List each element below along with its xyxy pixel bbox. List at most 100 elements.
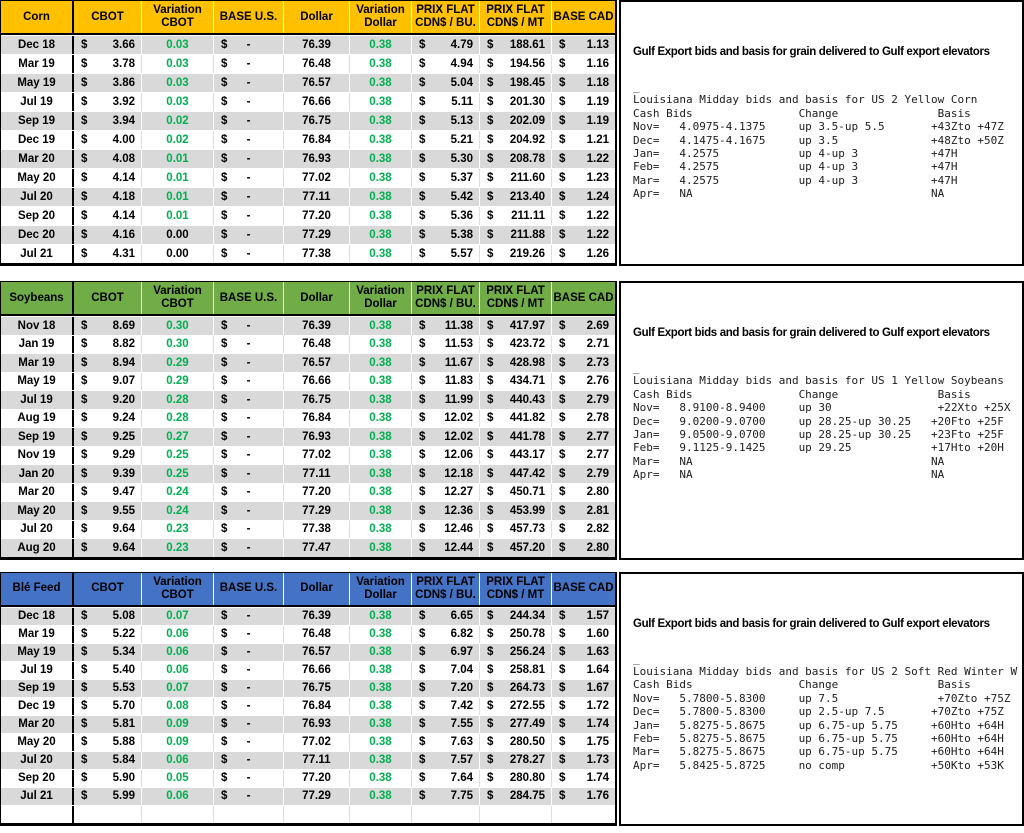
cell-base-cad[interactable]: $2.69 bbox=[551, 317, 615, 335]
cell-variation-cbot[interactable]: 0.09 bbox=[141, 715, 213, 733]
cell-cbot[interactable]: $4.00 bbox=[74, 131, 141, 149]
cell-prix-flat-mt[interactable]: $453.99 bbox=[479, 502, 551, 520]
cell-cbot[interactable]: $4.18 bbox=[74, 188, 141, 206]
cell-base-cad[interactable]: $1.75 bbox=[551, 733, 615, 751]
cell-variation-cbot[interactable]: 0.00 bbox=[141, 226, 213, 244]
header-variation-dollar[interactable]: Variation Dollar bbox=[349, 282, 411, 314]
cell-month[interactable]: Jul 21 bbox=[1, 245, 74, 263]
cell-prix-flat-bu[interactable]: $5.04 bbox=[411, 74, 479, 92]
cell-prix-flat-bu[interactable]: $6.97 bbox=[411, 643, 479, 661]
cell-base-cad[interactable]: $2.78 bbox=[551, 409, 615, 427]
cell-prix-flat-mt[interactable]: $417.97 bbox=[479, 317, 551, 335]
cell-prix-flat-bu[interactable]: $12.02 bbox=[411, 428, 479, 446]
header-commodity[interactable]: Corn bbox=[1, 1, 74, 33]
cell-dollar[interactable]: 76.75 bbox=[283, 112, 349, 130]
cell-variation-dollar[interactable]: 0.38 bbox=[349, 483, 411, 501]
cell-prix-flat-bu[interactable] bbox=[411, 805, 479, 823]
cell-prix-flat-mt[interactable]: $423.72 bbox=[479, 335, 551, 353]
cell-prix-flat-mt[interactable]: $457.73 bbox=[479, 520, 551, 538]
cell-base-cad[interactable]: $1.24 bbox=[551, 188, 615, 206]
cell-variation-dollar[interactable]: 0.38 bbox=[349, 428, 411, 446]
header-prix-flat-bu[interactable]: PRIX FLAT CDN$ / BU. bbox=[411, 282, 479, 314]
cell-base-us[interactable]: $ - bbox=[213, 335, 283, 353]
cell-cbot[interactable]: $5.99 bbox=[74, 788, 141, 805]
cell-dollar[interactable]: 76.66 bbox=[283, 372, 349, 390]
cell-cbot[interactable]: $3.86 bbox=[74, 74, 141, 92]
cell-base-us[interactable]: $ - bbox=[213, 150, 283, 168]
cell-base-us[interactable]: $ - bbox=[213, 539, 283, 557]
cell-variation-dollar[interactable] bbox=[349, 805, 411, 823]
cell-variation-cbot[interactable]: 0.01 bbox=[141, 207, 213, 225]
cell-variation-cbot[interactable]: 0.23 bbox=[141, 520, 213, 538]
cell-dollar[interactable]: 76.48 bbox=[283, 625, 349, 643]
cell-cbot[interactable]: $4.31 bbox=[74, 245, 141, 263]
cell-base-cad[interactable]: $2.81 bbox=[551, 502, 615, 520]
cell-month[interactable]: Sep 20 bbox=[1, 207, 74, 225]
cell-month[interactable]: Aug 20 bbox=[1, 539, 74, 557]
cell-variation-dollar[interactable]: 0.38 bbox=[349, 391, 411, 409]
cell-variation-cbot[interactable]: 0.03 bbox=[141, 74, 213, 92]
cell-variation-cbot[interactable]: 0.06 bbox=[141, 661, 213, 679]
cell-variation-cbot[interactable]: 0.29 bbox=[141, 354, 213, 372]
cell-variation-cbot[interactable] bbox=[141, 805, 213, 823]
cell-variation-dollar[interactable]: 0.38 bbox=[349, 226, 411, 244]
cell-prix-flat-bu[interactable]: $11.83 bbox=[411, 372, 479, 390]
cell-variation-dollar[interactable]: 0.38 bbox=[349, 733, 411, 751]
cell-month[interactable]: Jul 21 bbox=[1, 787, 74, 805]
cell-cbot[interactable]: $5.90 bbox=[74, 770, 141, 787]
cell-variation-dollar[interactable]: 0.38 bbox=[349, 643, 411, 661]
cell-variation-dollar[interactable]: 0.38 bbox=[349, 317, 411, 335]
cell-month[interactable]: Jul 19 bbox=[1, 93, 74, 111]
cell-dollar[interactable]: 76.93 bbox=[283, 150, 349, 168]
cell-cbot[interactable]: $3.92 bbox=[74, 93, 141, 111]
cell-base-cad[interactable]: $2.82 bbox=[551, 520, 615, 538]
cell-base-cad[interactable]: $1.18 bbox=[551, 74, 615, 92]
cell-cbot[interactable]: $5.34 bbox=[74, 644, 141, 661]
cell-dollar[interactable]: 76.66 bbox=[283, 661, 349, 679]
header-cbot[interactable]: CBOT bbox=[91, 582, 124, 595]
cell-month[interactable]: May 20 bbox=[1, 502, 74, 520]
cell-prix-flat-mt[interactable]: $204.92 bbox=[479, 131, 551, 149]
cell-prix-flat-mt[interactable]: $258.81 bbox=[479, 661, 551, 679]
cell-prix-flat-bu[interactable]: $5.21 bbox=[411, 131, 479, 149]
cell-prix-flat-bu[interactable]: $5.11 bbox=[411, 93, 479, 111]
cell-prix-flat-mt[interactable]: $284.75 bbox=[479, 787, 551, 805]
cell-base-cad[interactable]: $1.76 bbox=[551, 787, 615, 805]
gulf-export-panel[interactable]: Gulf Export bids and basis for grain del… bbox=[619, 0, 1024, 266]
cell-month[interactable]: Jul 20 bbox=[1, 188, 74, 206]
cell-variation-dollar[interactable]: 0.38 bbox=[349, 150, 411, 168]
cell-base-us[interactable]: $ - bbox=[213, 465, 283, 483]
header-base-cad[interactable]: BASE CAD bbox=[551, 282, 615, 314]
cell-month[interactable]: Jul 20 bbox=[1, 520, 74, 538]
cell-base-cad[interactable]: $1.26 bbox=[551, 245, 615, 263]
cell-dollar[interactable]: 77.38 bbox=[283, 245, 349, 263]
cell-prix-flat-bu[interactable]: $4.79 bbox=[411, 36, 479, 54]
cell-variation-cbot[interactable]: 0.07 bbox=[141, 679, 213, 697]
cell-dollar[interactable]: 77.20 bbox=[283, 483, 349, 501]
cell-base-us[interactable]: $ - bbox=[213, 188, 283, 206]
cell-variation-dollar[interactable]: 0.38 bbox=[349, 131, 411, 149]
header-variation-cbot[interactable]: Variation CBOT bbox=[141, 1, 213, 33]
cell-base-us[interactable]: $ - bbox=[213, 769, 283, 787]
cell-cbot[interactable]: $8.69 bbox=[74, 317, 141, 335]
cell-base-cad[interactable]: $1.63 bbox=[551, 643, 615, 661]
header-prix-flat-mt[interactable]: PRIX FLAT CDN$ / MT bbox=[479, 1, 551, 33]
header-base-us[interactable]: BASE U.S. bbox=[213, 572, 283, 605]
cell-variation-dollar[interactable]: 0.38 bbox=[349, 354, 411, 372]
cell-variation-dollar[interactable]: 0.38 bbox=[349, 769, 411, 787]
cell-month[interactable]: Dec 19 bbox=[1, 131, 74, 149]
cell-dollar[interactable]: 77.11 bbox=[283, 188, 349, 206]
cell-prix-flat-bu[interactable]: $5.13 bbox=[411, 112, 479, 130]
cell-month[interactable]: Dec 19 bbox=[1, 697, 74, 715]
cell-base-us[interactable]: $ - bbox=[213, 520, 283, 538]
cell-base-us[interactable]: $ - bbox=[213, 428, 283, 446]
cell-variation-cbot[interactable]: 0.07 bbox=[141, 607, 213, 625]
cell-prix-flat-mt[interactable]: $434.71 bbox=[479, 372, 551, 390]
cell-prix-flat-bu[interactable]: $11.67 bbox=[411, 354, 479, 372]
cell-variation-cbot[interactable]: 0.29 bbox=[141, 372, 213, 390]
cell-prix-flat-bu[interactable]: $7.20 bbox=[411, 679, 479, 697]
cell-cbot[interactable]: $9.39 bbox=[74, 465, 141, 483]
cell-base-us[interactable]: $ - bbox=[213, 751, 283, 769]
cell-variation-dollar[interactable]: 0.38 bbox=[349, 36, 411, 54]
header-base-cad[interactable]: BASE CAD bbox=[551, 1, 615, 33]
